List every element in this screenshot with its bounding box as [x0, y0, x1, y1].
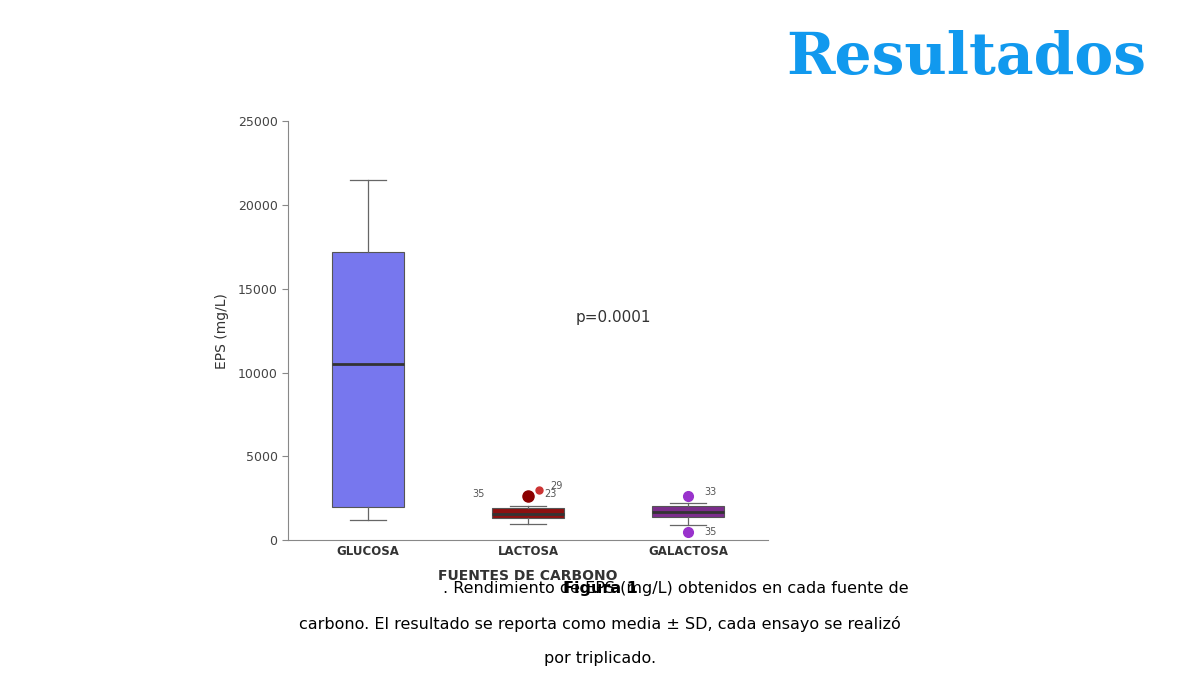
Text: 29: 29 [551, 481, 563, 491]
Text: 35: 35 [472, 489, 485, 500]
X-axis label: FUENTES DE CARBONO: FUENTES DE CARBONO [438, 569, 618, 583]
Text: carbono. El resultado se reporta como media ± SD, cada ensayo se realizó: carbono. El resultado se reporta como me… [299, 616, 901, 632]
Bar [652, 506, 724, 516]
Text: p=0.0001: p=0.0001 [576, 310, 652, 325]
Text: por triplicado.: por triplicado. [544, 651, 656, 666]
Text: Resultados: Resultados [786, 30, 1146, 86]
Text: 35: 35 [704, 526, 716, 537]
Text: 33: 33 [704, 487, 716, 497]
Text: Figura 1: Figura 1 [563, 580, 637, 595]
Bar [332, 252, 404, 506]
Text: . Rendimiento de EPS (mg/L) obtenidos en cada fuente de: . Rendimiento de EPS (mg/L) obtenidos en… [443, 580, 908, 595]
Bar [492, 508, 564, 518]
Y-axis label: EPS (mg/L): EPS (mg/L) [215, 293, 229, 369]
Text: 23: 23 [544, 489, 557, 500]
